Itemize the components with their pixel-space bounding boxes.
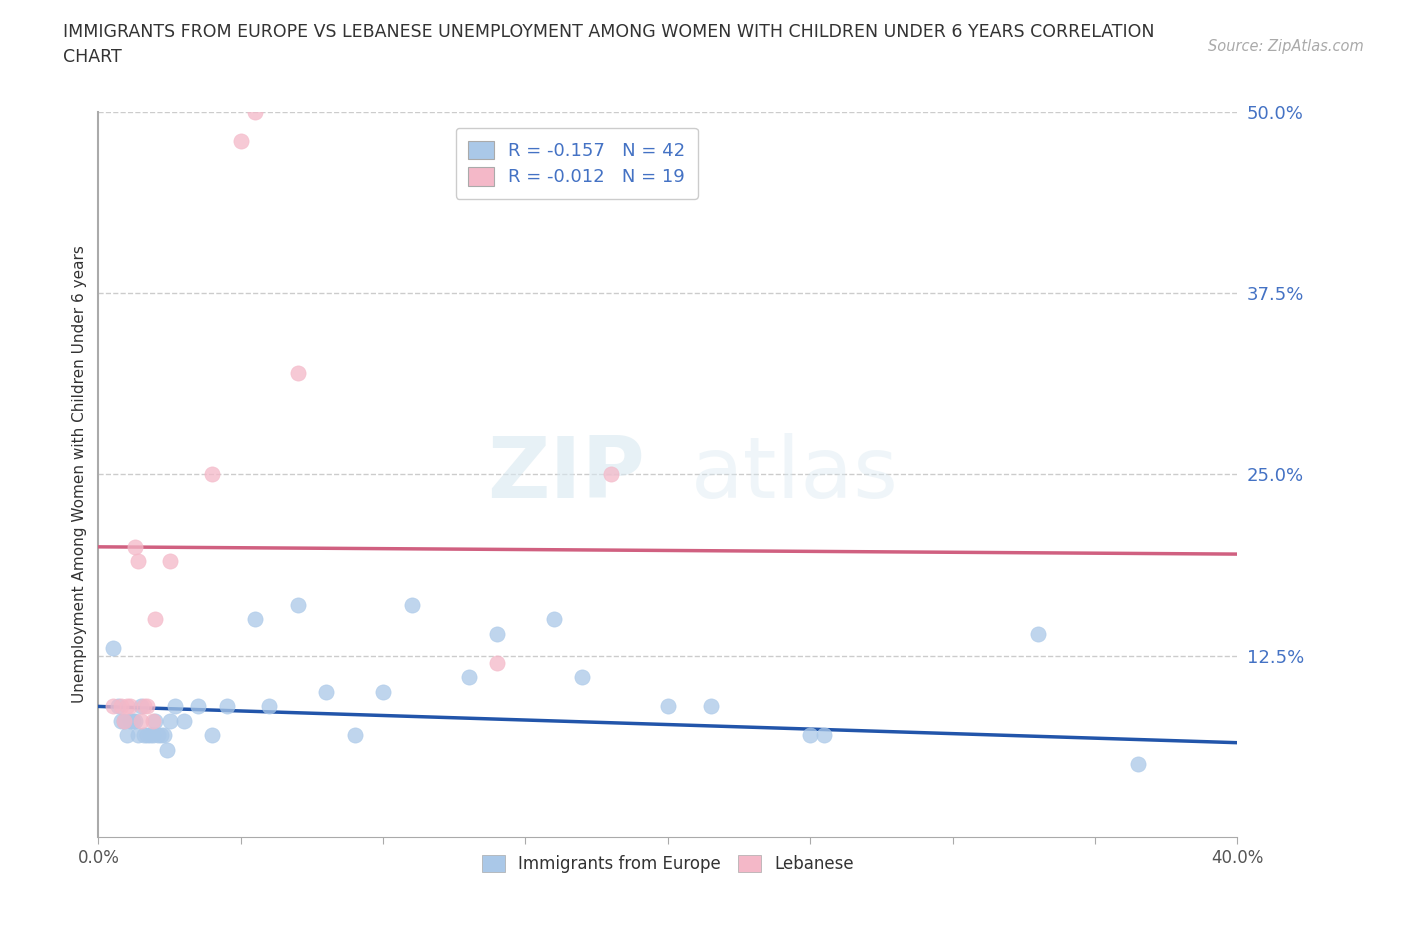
Point [813,728,835,743]
Legend: Immigrants from Europe, Lebanese: Immigrants from Europe, Lebanese [475,848,860,880]
Point [156,742,179,757]
Point [135,728,157,743]
Point [799,728,821,743]
Point [201,728,224,743]
Point [101,641,124,656]
Point [457,670,479,684]
Point [101,699,124,714]
Point [112,713,135,728]
Text: ZIP: ZIP [488,432,645,516]
Point [159,554,181,569]
Point [159,713,181,728]
Point [1126,757,1149,772]
Point [127,728,149,743]
Point [127,554,149,569]
Point [287,365,309,380]
Point [165,699,187,714]
Point [229,133,252,148]
Point [571,670,593,684]
Point [110,713,132,728]
Point [145,713,167,728]
Point [173,713,195,728]
Point [401,597,423,612]
Point [115,728,138,743]
Point [343,728,366,743]
Point [129,699,152,714]
Point [243,104,266,119]
Point [373,684,395,699]
Point [1026,627,1049,642]
Point [315,684,337,699]
Point [115,699,138,714]
Point [201,467,224,482]
Point [135,699,157,714]
Point [124,539,146,554]
Point [124,713,146,728]
Point [543,612,565,627]
Point [110,699,132,714]
Text: Source: ZipAtlas.com: Source: ZipAtlas.com [1208,39,1364,54]
Point [145,612,167,627]
Point [699,699,721,714]
Point [259,699,281,714]
Point [153,728,176,743]
Point [486,656,509,671]
Point [187,699,209,714]
Point [215,699,238,714]
Point [657,699,679,714]
Text: atlas: atlas [690,432,898,516]
Point [148,728,170,743]
Point [600,467,623,482]
Point [132,728,155,743]
Point [141,713,163,728]
Point [150,728,173,743]
Point [121,713,143,728]
Point [138,728,160,743]
Point [107,699,129,714]
Y-axis label: Unemployment Among Women with Children Under 6 years: Unemployment Among Women with Children U… [72,246,87,703]
Point [287,597,309,612]
Point [129,713,152,728]
Point [243,612,266,627]
Point [118,713,141,728]
Point [132,699,155,714]
Text: IMMIGRANTS FROM EUROPE VS LEBANESE UNEMPLOYMENT AMONG WOMEN WITH CHILDREN UNDER : IMMIGRANTS FROM EUROPE VS LEBANESE UNEMP… [63,23,1154,66]
Point [112,713,135,728]
Point [118,699,141,714]
Point [486,627,509,642]
Point [141,728,163,743]
